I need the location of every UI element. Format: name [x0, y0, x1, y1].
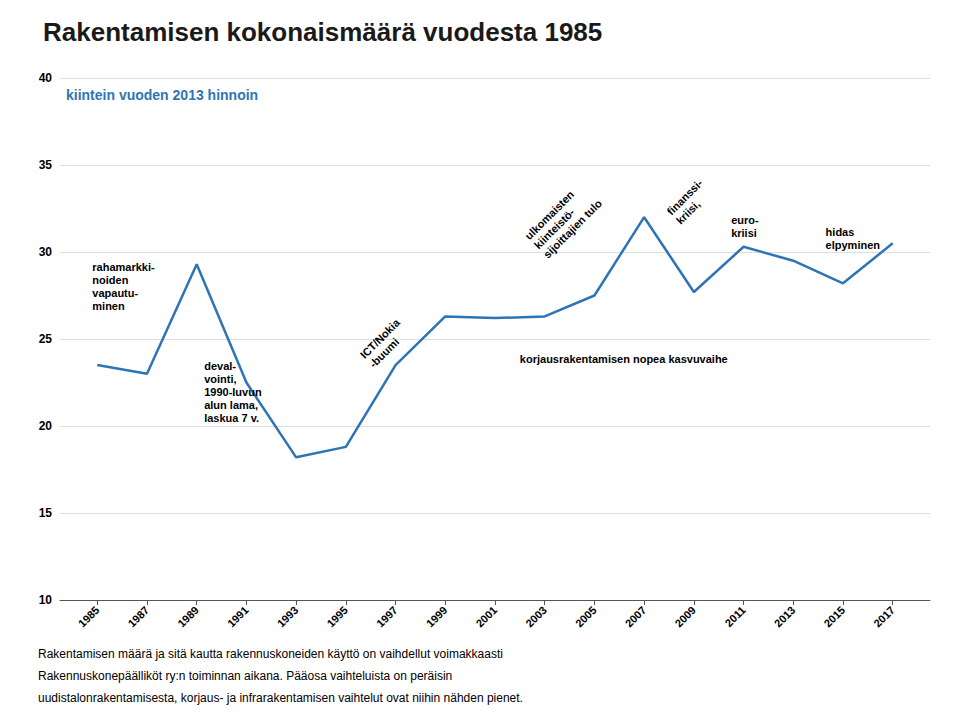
- svg-text:2001: 2001: [473, 604, 499, 630]
- svg-text:ulkomaisten: ulkomaisten: [522, 188, 577, 242]
- svg-text:Rakentamisen kokonaismäärä vuo: Rakentamisen kokonaismäärä vuodesta 1985: [43, 17, 602, 47]
- svg-text:finanssi-: finanssi-: [664, 176, 705, 218]
- svg-text:40: 40: [39, 71, 53, 85]
- svg-text:elpyminen: elpyminen: [826, 239, 881, 251]
- svg-text:2011: 2011: [722, 604, 747, 629]
- svg-text:2003: 2003: [523, 604, 549, 630]
- svg-text:15: 15: [39, 506, 53, 520]
- svg-text:1999: 1999: [424, 604, 450, 630]
- svg-text:hidas: hidas: [826, 226, 855, 238]
- svg-text:noiden: noiden: [92, 274, 128, 286]
- svg-text:1987: 1987: [125, 604, 151, 630]
- svg-text:uudistalonrakentamisesta, korj: uudistalonrakentamisesta, korjaus- ja in…: [38, 691, 523, 705]
- svg-text:kriisi,: kriisi,: [674, 198, 703, 227]
- svg-text:vointi,: vointi,: [204, 373, 236, 385]
- svg-text:35: 35: [39, 158, 53, 172]
- svg-text:deval-: deval-: [204, 360, 236, 372]
- svg-text:25: 25: [39, 332, 53, 346]
- svg-text:alun lama,: alun lama,: [204, 399, 258, 411]
- svg-text:1989: 1989: [175, 604, 201, 630]
- svg-text:2017: 2017: [871, 604, 897, 630]
- svg-text:2013: 2013: [772, 604, 798, 630]
- svg-text:2015: 2015: [821, 604, 847, 630]
- svg-text:rahamarkki-: rahamarkki-: [92, 261, 155, 273]
- svg-text:euro-: euro-: [731, 214, 759, 226]
- svg-text:kiinteistö-: kiinteistö-: [531, 206, 577, 252]
- svg-text:2009: 2009: [672, 604, 698, 630]
- svg-text:ICT/Nokia: ICT/Nokia: [357, 316, 402, 361]
- svg-text:laskua 7 v.: laskua 7 v.: [204, 412, 259, 424]
- svg-text:1995: 1995: [324, 604, 350, 630]
- svg-text:2005: 2005: [573, 604, 599, 630]
- svg-text:1990-luvun: 1990-luvun: [204, 386, 262, 398]
- svg-text:kiintein vuoden 2013 hinnoin: kiintein vuoden 2013 hinnoin: [66, 87, 258, 103]
- svg-text:20: 20: [39, 419, 53, 433]
- svg-text:sijoittajien tulo: sijoittajien tulo: [541, 197, 604, 260]
- svg-text:vapautu-: vapautu-: [92, 287, 138, 299]
- svg-text:30: 30: [39, 245, 53, 259]
- svg-text:-buumi: -buumi: [367, 336, 401, 370]
- svg-text:2007: 2007: [623, 604, 649, 630]
- svg-text:1993: 1993: [275, 604, 301, 630]
- svg-text:minen: minen: [92, 300, 125, 312]
- svg-text:kriisi: kriisi: [731, 227, 757, 239]
- svg-text:10: 10: [39, 593, 53, 607]
- svg-text:1985: 1985: [76, 604, 102, 630]
- svg-text:korjausrakentamisen nopea kasv: korjausrakentamisen nopea kasvuvaihe: [520, 353, 728, 365]
- svg-text:Rakennuskonepäälliköt ry:n t: Rakennuskonepäälliköt ry:n toiminnan a…: [38, 669, 452, 683]
- svg-text:1997: 1997: [374, 604, 400, 630]
- svg-text:1991: 1991: [225, 604, 251, 630]
- svg-text:Rakentamisen määrä ja sitä kau: Rakentamisen määrä ja sitä kautta rakenn…: [38, 647, 503, 661]
